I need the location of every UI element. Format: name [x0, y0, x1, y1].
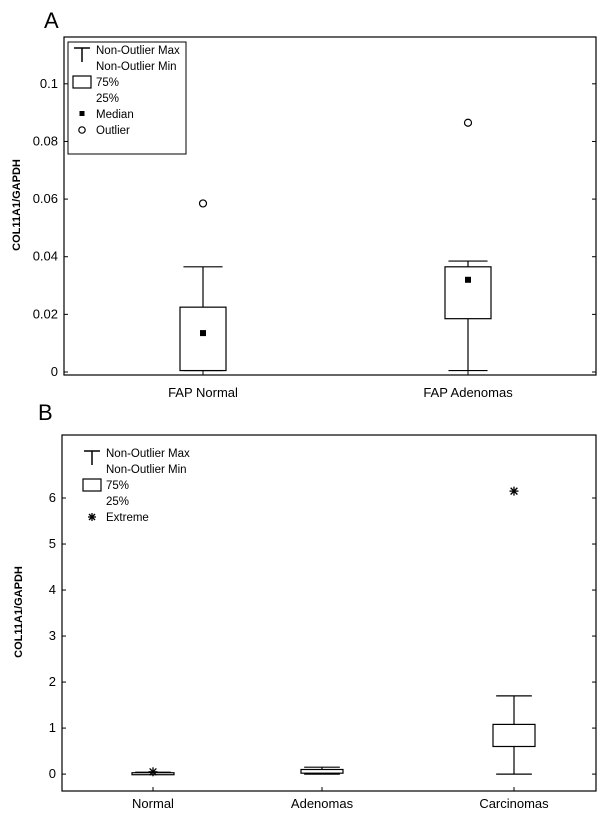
y-tick-label: 0	[49, 766, 56, 781]
legend-label: Median	[96, 109, 134, 121]
extreme-stroke	[149, 767, 157, 776]
y-tick-label: 4	[49, 582, 56, 597]
y-tick-label: 3	[49, 628, 56, 643]
box-plot-0	[131, 767, 175, 777]
y-tick-label: 0.02	[33, 306, 58, 321]
legend-label: Non-Outlier Min	[96, 61, 177, 73]
box-plot-1	[300, 766, 344, 775]
legend-extreme-icon	[88, 513, 96, 521]
boxes-a	[179, 118, 492, 372]
panel-label-b: B	[38, 400, 53, 425]
extreme-marker	[509, 486, 519, 496]
extreme-marker	[148, 767, 158, 777]
y-tick-label: 2	[49, 674, 56, 689]
median-marker	[465, 276, 471, 283]
outlier-marker	[198, 199, 208, 208]
legend-median-icon	[79, 111, 85, 116]
y-axis-label-b: COL11A1/GAPDH	[13, 566, 25, 658]
y-tick-label: 0.08	[33, 133, 58, 148]
box	[300, 768, 344, 774]
y-tick-label: 0.06	[33, 191, 58, 206]
outlier-marker	[463, 118, 473, 127]
x-tick-label: FAP Adenomas	[423, 385, 513, 400]
legend-a: Non-Outlier Max Non-Outlier Min 75% 25% Medi…	[67, 41, 187, 155]
box	[492, 723, 536, 748]
legend-label: 75%	[106, 480, 129, 492]
x-tick-label: Carcinomas	[479, 796, 549, 811]
legend-label: Non-Outlier Max	[106, 448, 190, 460]
legend-label: Non-Outlier Min	[106, 464, 187, 476]
legend-b: Non-Outlier Max Non-Outlier Min 75% 25% Extr…	[82, 448, 190, 524]
legend-label: 25%	[106, 496, 129, 508]
plot-area-b	[61, 434, 597, 792]
x-tick-label: Adenomas	[291, 796, 354, 811]
legend-label: 25%	[96, 93, 119, 105]
legend-label: 75%	[96, 77, 119, 89]
boxes-b	[131, 486, 536, 777]
legend-outlier-icon	[78, 126, 86, 134]
legend-label: Non-Outlier Max	[96, 45, 180, 57]
box-plot-0	[179, 199, 227, 372]
y-axis-label-a: COL11A1/GAPDH	[11, 159, 23, 251]
extreme-stroke	[510, 487, 518, 495]
y-tick-label: 1	[49, 720, 56, 735]
y-ticks-a: 0 0.02 0.04 0.06 0.08 0.1	[33, 76, 596, 379]
box-plot-1	[444, 118, 492, 372]
x-ticks-b: Normal Adenomas Carcinomas	[132, 787, 549, 811]
y-tick-label: 6	[49, 490, 56, 505]
y-ticks-b: 0 1 2 3 4 5 6	[49, 490, 596, 781]
y-tick-label: 0	[51, 364, 58, 379]
box	[444, 266, 492, 320]
y-tick-label: 5	[49, 536, 56, 551]
y-tick-label: 0.04	[33, 249, 58, 264]
legend-label: Extreme	[106, 512, 149, 524]
box-plot-2	[492, 486, 536, 775]
panel-a: A COL11A1/GAPDH 0 0.02 0.04 0.06 0.08 0.1 FAP…	[11, 8, 597, 400]
legend-label: Outlier	[96, 125, 130, 137]
x-tick-label: FAP Normal	[168, 385, 238, 400]
median-marker	[200, 330, 206, 337]
legend-frame	[67, 41, 187, 155]
legend-box-icon	[72, 75, 92, 89]
plot-area-a	[63, 36, 597, 376]
box	[179, 306, 227, 372]
legend-box-icon	[82, 478, 102, 492]
x-ticks-a: FAP Normal FAP Adenomas	[168, 371, 513, 400]
y-tick-label: 0.1	[40, 76, 58, 91]
x-tick-label: Normal	[132, 796, 174, 811]
panel-b: B COL11A1/GAPDH 0 1 2 3 4 5 6 Normal Adenomas Ca…	[13, 400, 597, 811]
panel-label-a: A	[44, 8, 59, 33]
